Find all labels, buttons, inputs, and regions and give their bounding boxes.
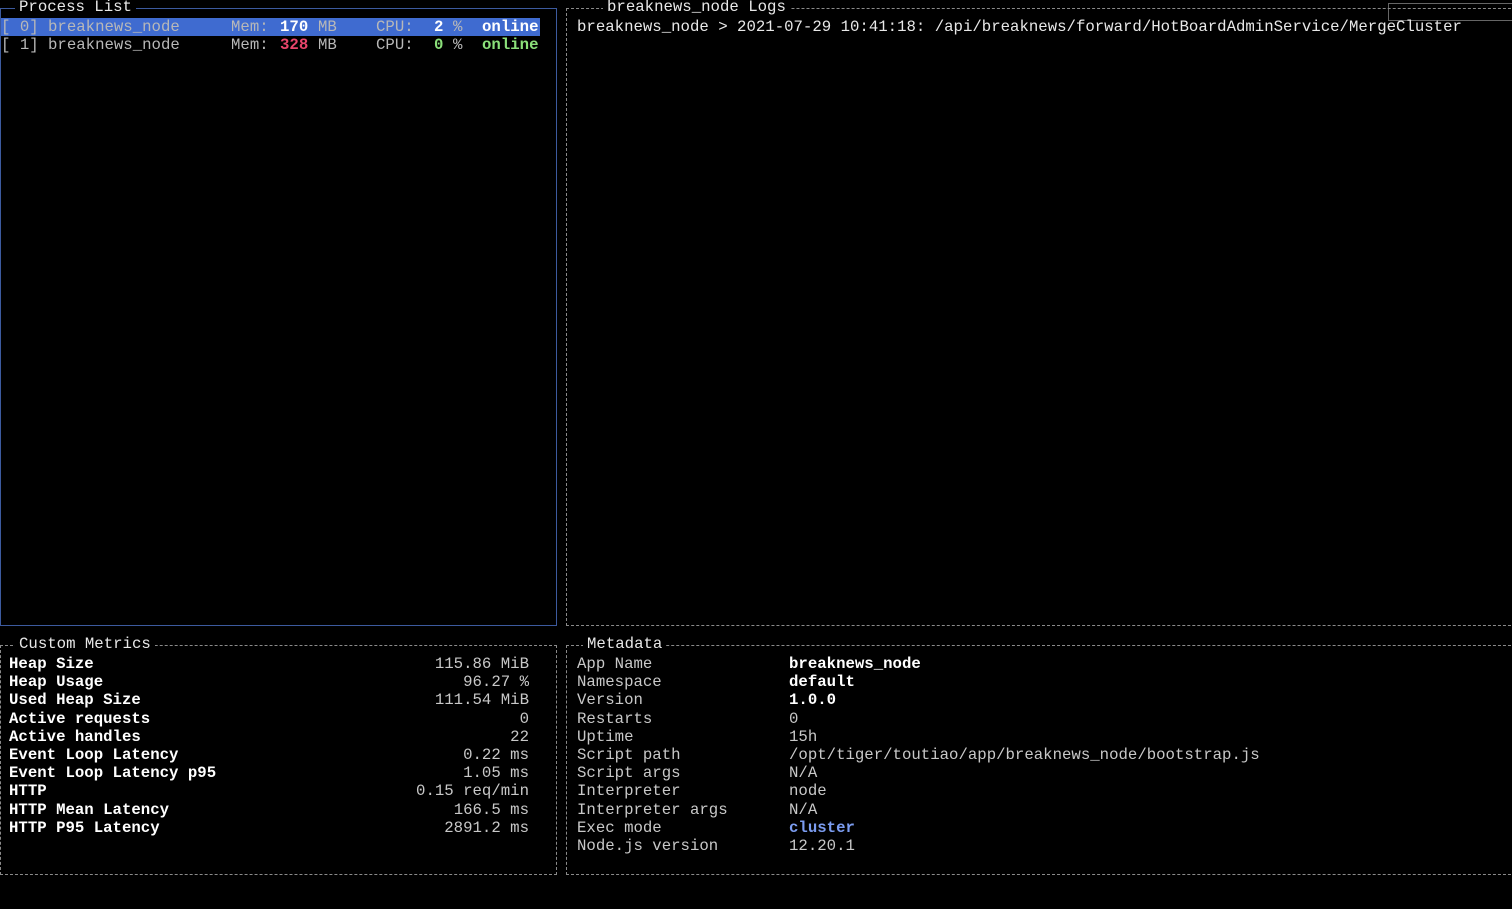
metadata-row: Script args N/A (567, 764, 1512, 782)
metric-value: 115.86 MiB (434, 655, 529, 673)
corner-box (1388, 3, 1512, 21)
mem-value: 170 (280, 18, 309, 36)
metadata-value: N/A (789, 764, 818, 783)
mem-label: Mem: (231, 36, 269, 55)
logs-panel[interactable]: breaknews_node Logs breaknews_node > 202… (566, 0, 1512, 626)
metadata-value: default (789, 673, 855, 692)
metadata-row: Namespace default (567, 673, 1512, 691)
metadata-label: Uptime (577, 727, 634, 746)
metadata-label: Script path (577, 746, 681, 764)
metadata-label: Interpreter (577, 782, 681, 801)
log-line: breaknews_node > 2021-07-29 10:41:18: /a… (577, 18, 1462, 36)
metric-label: Active handles (9, 727, 141, 746)
custom-metrics-title: Custom Metrics (15, 635, 155, 653)
metadata-row: Interpreter node (567, 782, 1512, 800)
metric-value: 1.05 ms (463, 764, 529, 783)
metadata-value: 12.20.1 (789, 837, 855, 855)
logs-title: breaknews_node Logs (603, 0, 790, 16)
mem-unit: MB (318, 18, 337, 36)
metric-label: Heap Usage (9, 673, 104, 692)
metadata-value: N/A (789, 800, 818, 819)
metadata-value: 15h (789, 727, 818, 746)
metric-row: Heap Size 115.86 MiB (1, 655, 556, 673)
metric-row: Heap Usage 96.27 % (1, 673, 556, 691)
metric-label: Used Heap Size (9, 691, 141, 710)
metadata-row: Node.js version 12.20.1 (567, 837, 1512, 855)
metric-value: 166.5 ms (453, 800, 529, 819)
metadata-row: Uptime 15h (567, 728, 1512, 746)
metric-row: Active requests 0 (1, 710, 556, 728)
metric-row: Event Loop Latency 0.22 ms (1, 746, 556, 764)
metadata-row: Restarts 0 (567, 710, 1512, 728)
process-id: [ 1] (1, 36, 39, 55)
metadata-label: Node.js version (577, 837, 719, 855)
custom-metrics-panel: Custom Metrics Heap Size 115.86 MiB Heap… (0, 635, 557, 875)
metric-label: Heap Size (9, 655, 94, 673)
metadata-label: Script args (577, 764, 681, 783)
metadata-label: Restarts (577, 709, 653, 728)
metadata-label: Exec mode (577, 818, 662, 837)
metric-row: HTTP P95 Latency 2891.2 ms (1, 819, 556, 837)
metadata-value: /opt/tiger/toutiao/app/breaknews_node/bo… (789, 746, 1260, 764)
metadata-label: App Name (577, 655, 653, 673)
process-id: [ 0] (1, 18, 39, 36)
cpu-unit: % (453, 18, 463, 36)
process-name: breaknews_node (48, 18, 180, 36)
mem-unit: MB (318, 36, 337, 55)
metric-value: 111.54 MiB (434, 691, 529, 710)
metric-row: Used Heap Size 111.54 MiB (1, 691, 556, 709)
metric-value: 0.15 req/min (416, 782, 529, 801)
metric-row: HTTP Mean Latency 166.5 ms (1, 801, 556, 819)
metadata-value: 1.0.0 (789, 691, 837, 710)
metric-row: HTTP 0.15 req/min (1, 782, 556, 800)
metric-value: 96.27 % (463, 673, 529, 692)
process-name: breaknews_node (48, 36, 180, 55)
metadata-label: Version (577, 691, 643, 710)
metadata-row: App Name breaknews_node (567, 655, 1512, 673)
metadata-row: Exec mode cluster (567, 819, 1512, 837)
cpu-value: 2 (434, 18, 444, 36)
cpu-value: 0 (434, 36, 444, 55)
process-list-panel[interactable]: Process List [ 0] breaknews_node Mem: 17… (0, 0, 557, 626)
metric-row: Event Loop Latency p95 1.05 ms (1, 764, 556, 782)
metric-label: Active requests (9, 709, 151, 728)
metric-label: HTTP Mean Latency (9, 800, 170, 819)
metric-label: HTTP P95 Latency (9, 818, 160, 837)
mem-value: 328 (280, 36, 309, 55)
metadata-row: Interpreter args N/A (567, 801, 1512, 819)
process-row[interactable]: [ 1] breaknews_node Mem: 328 MB CPU: 0 %… (1, 36, 540, 54)
metadata-panel: Metadata App Name breaknews_node Namespa… (566, 635, 1512, 875)
cpu-unit: % (453, 36, 463, 55)
metric-label: HTTP (9, 782, 47, 801)
status-badge: online (482, 18, 539, 36)
process-row[interactable]: [ 0] breaknews_node Mem: 170 MB CPU: 2 %… (1, 18, 540, 36)
metadata-value: 0 (789, 709, 799, 728)
status-badge: online (482, 36, 539, 55)
metric-value: 22 (510, 727, 529, 746)
metric-label: Event Loop Latency (9, 746, 179, 764)
metadata-row: Script path /opt/tiger/toutiao/app/break… (567, 746, 1512, 764)
metric-value: 0 (519, 709, 529, 728)
cpu-label: CPU: (376, 36, 414, 55)
metadata-label: Interpreter args (577, 800, 728, 819)
metadata-value: node (789, 782, 827, 801)
mem-label: Mem: (231, 18, 269, 36)
metric-value: 0.22 ms (463, 746, 529, 764)
metric-value: 2891.2 ms (444, 818, 529, 837)
metadata-label: Namespace (577, 673, 662, 692)
metadata-row: Version 1.0.0 (567, 691, 1512, 709)
metric-row: Active handles 22 (1, 728, 556, 746)
metric-label: Event Loop Latency p95 (9, 764, 217, 783)
metadata-value: cluster (789, 818, 855, 837)
cpu-label: CPU: (376, 18, 414, 36)
metadata-value: breaknews_node (789, 655, 921, 673)
metadata-title: Metadata (583, 635, 667, 653)
process-list-title: Process List (15, 0, 136, 16)
